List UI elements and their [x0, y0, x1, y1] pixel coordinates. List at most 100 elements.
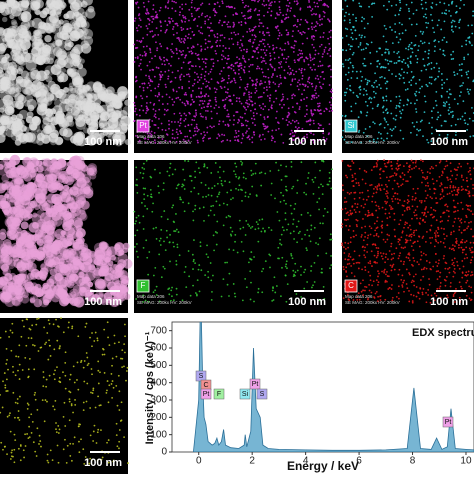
- map-dot: [183, 113, 185, 115]
- map-dot: [328, 20, 330, 22]
- map-dot: [40, 99, 47, 106]
- map-dot: [431, 133, 433, 135]
- map-dot: [444, 246, 446, 248]
- map-dot: [356, 224, 358, 226]
- map-dot: [22, 31, 32, 41]
- map-dot: [224, 180, 226, 182]
- map-dot: [168, 75, 170, 77]
- map-dot: [298, 30, 300, 32]
- map-dot: [237, 33, 239, 35]
- scale-label: 100 nm: [288, 296, 326, 308]
- map-dot: [236, 62, 238, 64]
- map-dot: [294, 121, 296, 123]
- map-dot: [185, 286, 187, 288]
- map-dot: [353, 162, 355, 164]
- map-dot: [261, 231, 263, 233]
- map-dot: [179, 14, 181, 16]
- map-dot: [252, 46, 254, 48]
- map-dot: [376, 164, 378, 166]
- map-dot: [198, 129, 200, 131]
- map-dot: [370, 214, 372, 216]
- map-dot: [411, 218, 413, 220]
- map-dot: [367, 210, 369, 212]
- map-dot: [169, 21, 171, 23]
- map-dot: [453, 211, 455, 213]
- map-dot: [178, 37, 180, 39]
- map-dot: [447, 206, 449, 208]
- map-dot: [305, 247, 307, 249]
- map-dot: [349, 85, 351, 87]
- map-dot: [203, 131, 205, 133]
- map-dot: [376, 279, 378, 281]
- map-dot: [358, 184, 360, 186]
- map-dot: [453, 189, 455, 191]
- map-dot: [452, 51, 454, 53]
- map-dot: [161, 216, 163, 218]
- map-dot: [377, 255, 379, 257]
- map-dot: [153, 124, 155, 126]
- map-dot: [197, 140, 199, 142]
- map-dot: [383, 5, 385, 7]
- map-dot: [213, 214, 215, 216]
- map-dot: [416, 99, 418, 101]
- map-dot: [180, 122, 182, 124]
- map-dot: [354, 275, 356, 277]
- map-dot: [376, 166, 378, 168]
- map-dot: [240, 24, 242, 26]
- map-dot: [115, 101, 123, 109]
- map-dot: [399, 9, 401, 11]
- map-dot: [418, 130, 420, 132]
- map-dot: [420, 259, 422, 261]
- map-dot: [286, 190, 288, 192]
- map-dot: [403, 280, 405, 282]
- map-dot: [306, 121, 308, 123]
- map-dot: [440, 29, 442, 31]
- map-dot: [301, 78, 303, 80]
- map-dot: [199, 100, 201, 102]
- map-dot: [164, 71, 166, 73]
- map-dot: [427, 22, 429, 24]
- map-dot: [218, 133, 220, 135]
- map-dot: [423, 268, 425, 270]
- map-dot: [215, 231, 217, 233]
- map-dot: [379, 77, 381, 79]
- map-dot: [214, 3, 216, 5]
- map-dot: [252, 173, 254, 175]
- map-dot: [412, 205, 414, 207]
- map-dot: [406, 235, 408, 237]
- map-dot: [257, 47, 259, 49]
- map-dot: [142, 37, 144, 39]
- map-dot: [377, 60, 379, 62]
- map-dot: [361, 227, 363, 229]
- map-dot: [344, 258, 346, 260]
- map-dot: [407, 57, 409, 59]
- map-dot: [371, 201, 373, 203]
- map-dot: [261, 22, 263, 24]
- map-dot: [219, 204, 221, 206]
- map-dot: [2, 109, 10, 117]
- map-dot: [358, 182, 360, 184]
- map-dot: [395, 115, 397, 117]
- map-dot: [365, 78, 367, 80]
- map-dot: [197, 81, 199, 83]
- map-dot: [321, 23, 323, 25]
- map-dot: [430, 207, 432, 209]
- map-dot: [288, 66, 290, 68]
- map-dot: [356, 71, 358, 73]
- map-dot: [135, 108, 137, 110]
- map-dot: [138, 13, 140, 15]
- map-dot: [431, 62, 433, 64]
- map-dot: [359, 255, 361, 257]
- map-dot: [388, 51, 390, 53]
- map-dot: [319, 61, 321, 63]
- map-dot: [182, 169, 184, 171]
- map-dot: [117, 86, 128, 97]
- map-dot: [415, 83, 417, 85]
- map-dot: [169, 261, 171, 263]
- map-dot: [211, 117, 213, 119]
- map-dot: [143, 198, 145, 200]
- map-dot: [369, 184, 371, 186]
- map-dot: [327, 53, 329, 55]
- map-dot: [365, 128, 367, 130]
- map-dot: [163, 57, 165, 59]
